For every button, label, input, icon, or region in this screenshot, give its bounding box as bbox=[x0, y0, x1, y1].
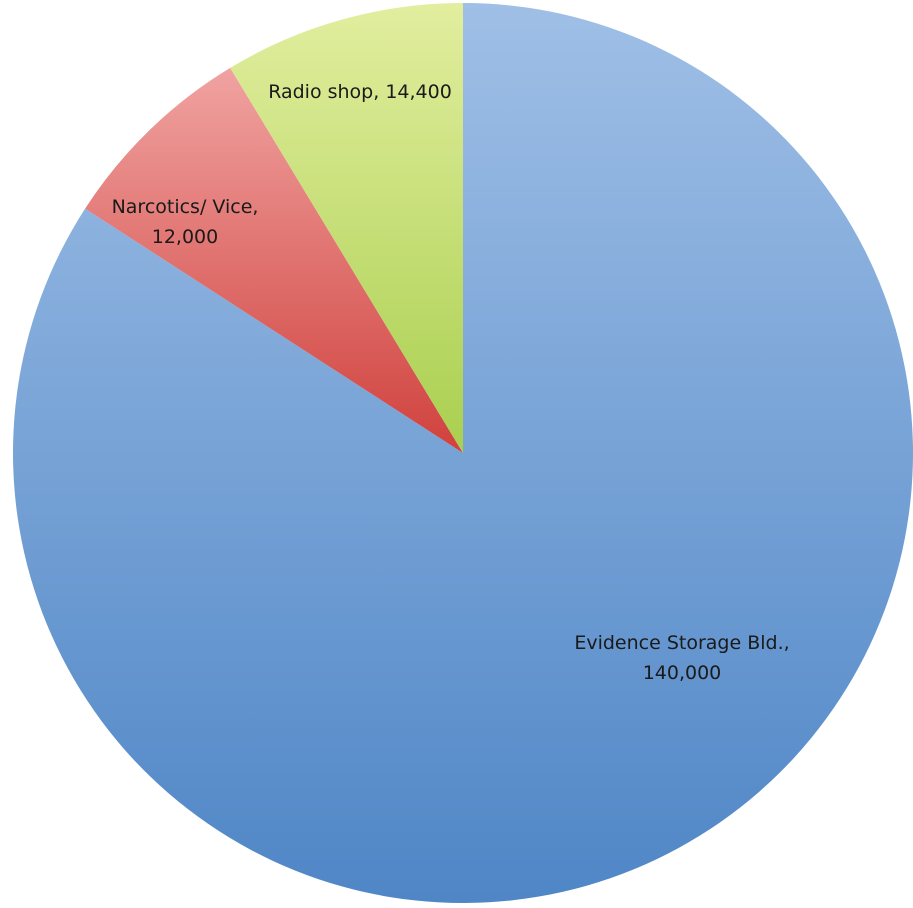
data-label-radio-shop: Radio shop, 14,400 bbox=[268, 81, 452, 103]
data-label-line: 140,000 bbox=[643, 662, 722, 684]
data-label-line: Evidence Storage Bld., bbox=[574, 632, 789, 654]
data-label-narcotics-vice: Narcotics/ Vice, 12,000 bbox=[112, 196, 259, 248]
data-label-line: Radio shop, 14,400 bbox=[268, 81, 452, 103]
pie-slice-radio-shop bbox=[230, 3, 463, 453]
pie-slice-evidence-storage-bld bbox=[13, 3, 913, 903]
data-label-line: 12,000 bbox=[152, 226, 218, 248]
data-label-line: Narcotics/ Vice, bbox=[112, 196, 259, 218]
slices-layer bbox=[13, 3, 913, 903]
data-label-evidence-storage-bld: Evidence Storage Bld., 140,000 bbox=[574, 632, 789, 684]
pie-slice-narcotics-vice bbox=[85, 67, 464, 453]
labels-layer: Evidence Storage Bld., 140,000 Narcotics/ … bbox=[112, 81, 790, 684]
